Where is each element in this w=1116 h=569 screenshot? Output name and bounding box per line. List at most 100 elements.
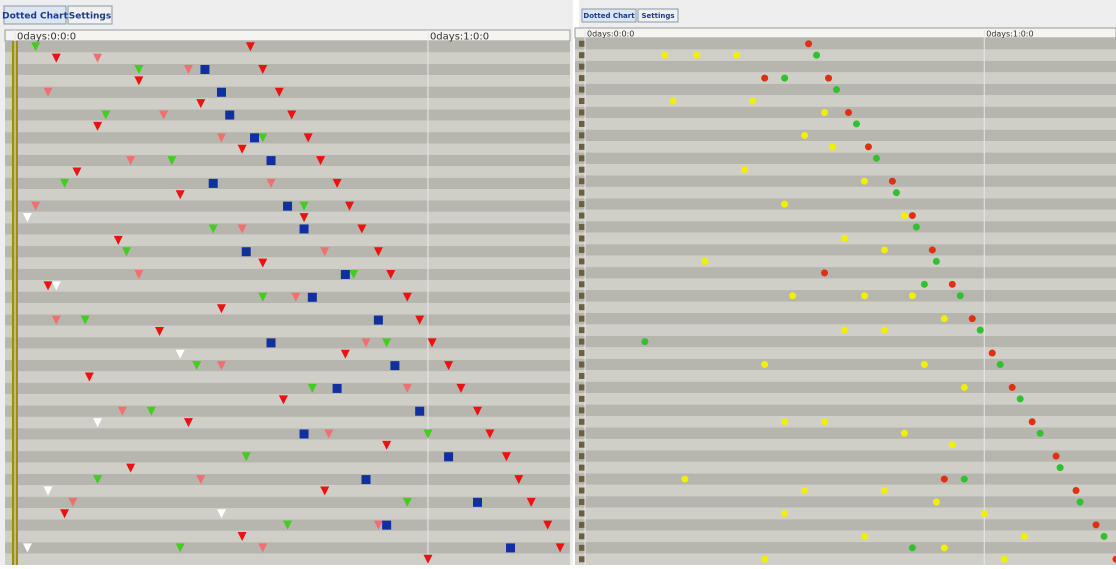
row-icon [579, 155, 585, 161]
row-stripe [5, 235, 570, 246]
dot [997, 361, 1004, 368]
dot [893, 189, 900, 196]
row-icon [579, 407, 585, 413]
dot [833, 86, 840, 93]
row-stripe [5, 269, 570, 280]
row-stripe [575, 84, 1116, 95]
row-icon [579, 304, 585, 310]
row-icon [579, 121, 585, 127]
dot [789, 292, 796, 299]
dot [217, 88, 226, 97]
plot: 0days:0:0:0 0days:1:0:0 [5, 30, 570, 565]
row-stripe [5, 485, 570, 496]
row-stripe [5, 189, 570, 200]
row-stripe [575, 279, 1116, 290]
row-icon [579, 235, 585, 241]
row-icon [579, 316, 585, 322]
dot [969, 315, 976, 322]
row-icon [579, 442, 585, 448]
dot [801, 132, 808, 139]
row-stripe [575, 382, 1116, 393]
row-stripe [575, 187, 1116, 198]
row-icon [579, 224, 585, 230]
x-tick-label: 0days:1:0:0 [430, 32, 489, 43]
dot [921, 361, 928, 368]
dot [701, 258, 708, 265]
row-stripe [575, 508, 1116, 519]
row-stripe [575, 485, 1116, 496]
dot [921, 281, 928, 288]
row-stripe [575, 496, 1116, 507]
row-stripe [5, 87, 570, 98]
row-icon [579, 384, 585, 390]
row-icon [579, 396, 585, 402]
row-stripe [5, 428, 570, 439]
dot [681, 476, 688, 483]
row-stripe [5, 497, 570, 508]
dot [283, 202, 292, 211]
row-icon [579, 488, 585, 494]
tab-label[interactable]: Dotted Chart [583, 12, 635, 20]
row-icon [579, 465, 585, 471]
dot [821, 418, 828, 425]
row-icon [579, 109, 585, 115]
dot [941, 315, 948, 322]
row-stripe [575, 210, 1116, 221]
dot [861, 178, 868, 185]
row-stripe [575, 336, 1116, 347]
row-icon [579, 178, 585, 184]
row-stripe [575, 267, 1116, 278]
row-stripe [575, 141, 1116, 152]
dot [989, 350, 996, 357]
dot [825, 75, 832, 82]
dot [841, 235, 848, 242]
dot [781, 201, 788, 208]
dot [267, 156, 276, 165]
row-icon [579, 476, 585, 482]
row-stripe [5, 326, 570, 337]
row-stripe [5, 337, 570, 348]
row-icon [579, 98, 585, 104]
x-tick-label: 0days:0:0:0 [17, 32, 76, 43]
dot [749, 98, 756, 105]
row-stripe [5, 166, 570, 177]
row-stripe [575, 370, 1116, 381]
dot [362, 475, 371, 484]
x-tick-label: 0days:0:0:0 [587, 30, 634, 39]
row-stripe [575, 554, 1116, 565]
dot [961, 476, 968, 483]
row-icon [579, 362, 585, 368]
row-icon [579, 52, 585, 58]
dot [333, 384, 342, 393]
dot [693, 52, 700, 59]
dot [1009, 384, 1016, 391]
row-stripe [5, 360, 570, 371]
row-icon [579, 499, 585, 505]
dot [1057, 464, 1064, 471]
row-stripe [5, 406, 570, 417]
dot [761, 556, 768, 563]
dot [473, 498, 482, 507]
tab-label[interactable]: Settings [69, 12, 111, 22]
dot [909, 292, 916, 299]
tab-label[interactable]: Dotted Chart [2, 12, 68, 22]
row-stripe [5, 440, 570, 451]
dot [845, 109, 852, 116]
dot [506, 543, 515, 552]
dot [1093, 521, 1100, 528]
row-stripe [575, 72, 1116, 83]
row-stripe [575, 519, 1116, 530]
dot [669, 98, 676, 105]
dot [1017, 395, 1024, 402]
row-stripe [5, 121, 570, 132]
row-stripe [575, 347, 1116, 358]
row-icon [579, 545, 585, 551]
dot [444, 452, 453, 461]
tab-label[interactable]: Settings [641, 12, 674, 20]
plot-header [575, 28, 1116, 38]
dot [761, 75, 768, 82]
dot [901, 212, 908, 219]
dot [1053, 453, 1060, 460]
dot [853, 120, 860, 127]
row-stripe [575, 405, 1116, 416]
